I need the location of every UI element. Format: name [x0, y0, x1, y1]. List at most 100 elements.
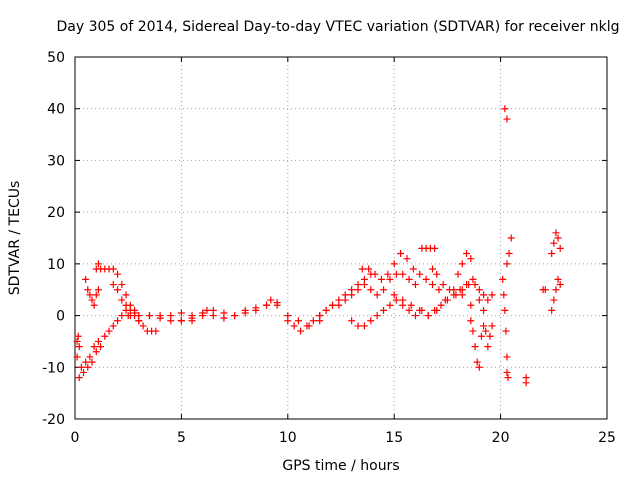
data-point [486, 332, 494, 340]
data-point [403, 255, 411, 263]
data-point [554, 275, 562, 283]
data-point [505, 250, 513, 258]
data-point [439, 281, 447, 289]
data-point [429, 265, 437, 273]
data-point [405, 275, 413, 283]
data-point [467, 255, 475, 263]
data-point [463, 250, 471, 258]
data-point [500, 291, 508, 299]
data-point [501, 306, 509, 314]
y-tick-label: -20 [42, 412, 65, 428]
data-point [354, 286, 362, 294]
data-point [390, 291, 398, 299]
data-point [84, 286, 92, 294]
data-point [548, 306, 556, 314]
data-point [84, 363, 92, 371]
data-point [90, 301, 98, 309]
data-point [467, 301, 475, 309]
data-points [73, 105, 564, 387]
data-point [482, 327, 490, 335]
data-point [552, 229, 560, 237]
data-point [92, 291, 100, 299]
data-point [386, 275, 394, 283]
data-point [488, 291, 496, 299]
y-tick-label: 10 [47, 257, 65, 273]
data-point [467, 317, 475, 325]
data-point [384, 270, 392, 278]
data-point [156, 312, 164, 320]
data-point [380, 306, 388, 314]
chart-title: Day 305 of 2014, Sidereal Day-to-day VTE… [57, 19, 620, 35]
data-point [109, 281, 117, 289]
data-point [88, 296, 96, 304]
axis-ticks: 0 5 10 15 20 25 -20 -10 0 10 20 30 40 50 [42, 50, 616, 446]
data-point [411, 281, 419, 289]
data-point [118, 281, 126, 289]
data-point [386, 301, 394, 309]
data-point [465, 281, 473, 289]
data-point [152, 327, 160, 335]
data-point [471, 281, 479, 289]
data-point [309, 317, 317, 325]
data-point [109, 265, 117, 273]
data-point [422, 275, 430, 283]
data-point [435, 286, 443, 294]
data-point [75, 343, 83, 351]
data-point [429, 281, 437, 289]
data-point [75, 374, 83, 382]
data-point [354, 322, 362, 330]
data-point [367, 286, 375, 294]
data-point [548, 250, 556, 258]
data-point [405, 306, 413, 314]
x-tick-label: 5 [177, 430, 186, 446]
plot-frame [74, 56, 608, 420]
data-point [371, 270, 379, 278]
data-point [550, 239, 558, 247]
data-point [433, 306, 441, 314]
data-point [284, 317, 292, 325]
data-point [73, 337, 81, 345]
data-point [94, 337, 102, 345]
data-point [503, 115, 511, 123]
data-point [554, 234, 562, 242]
data-point [73, 353, 81, 361]
data-point [522, 379, 530, 387]
data-point [507, 234, 515, 242]
data-point [118, 296, 126, 304]
data-point [411, 312, 419, 320]
data-point [94, 286, 102, 294]
data-point [433, 270, 441, 278]
data-point [365, 265, 373, 273]
x-tick-label: 25 [598, 430, 616, 446]
data-point [416, 270, 424, 278]
data-point [469, 275, 477, 283]
data-point [341, 296, 349, 304]
data-point [431, 244, 439, 252]
y-tick-label: 30 [47, 153, 65, 169]
data-point [446, 286, 454, 294]
data-point [550, 296, 558, 304]
data-point [74, 332, 82, 340]
data-point [360, 322, 368, 330]
data-point [167, 312, 175, 320]
data-point [77, 363, 85, 371]
data-point [552, 286, 560, 294]
data-point [203, 306, 211, 314]
data-point [424, 312, 432, 320]
data-point [488, 322, 496, 330]
data-point [477, 332, 485, 340]
data-point [114, 286, 122, 294]
data-point [188, 314, 196, 322]
data-point [409, 265, 417, 273]
data-point [556, 244, 564, 252]
data-point [480, 322, 488, 330]
data-point [297, 327, 305, 335]
y-tick-label: -10 [42, 360, 65, 376]
data-point [360, 281, 368, 289]
data-point [109, 322, 117, 330]
data-point [407, 301, 415, 309]
data-point [373, 291, 381, 299]
data-point [475, 296, 483, 304]
data-point [105, 327, 113, 335]
data-point [145, 312, 153, 320]
